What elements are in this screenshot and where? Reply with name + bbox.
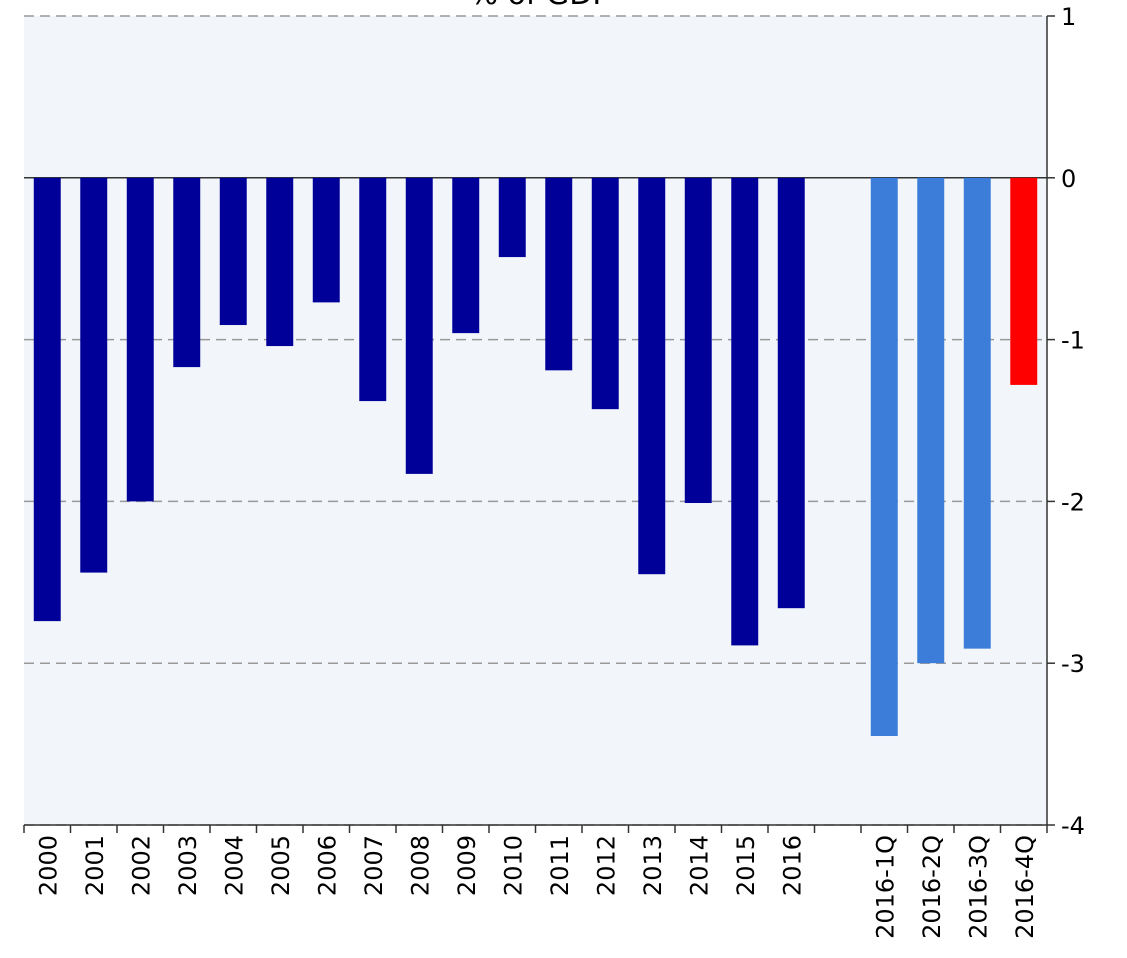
bar — [80, 177, 108, 573]
bar — [498, 177, 526, 258]
bar — [963, 177, 991, 649]
x-tick-label: 2001 — [81, 835, 109, 896]
x-tick-label: 2016 — [778, 835, 806, 896]
x-tick-label: 2012 — [592, 835, 620, 896]
x-tick-label: 2005 — [267, 835, 295, 896]
bar — [405, 177, 433, 474]
x-tick-label: 2016-3Q — [964, 835, 992, 939]
bar — [219, 177, 247, 326]
bar — [731, 177, 759, 646]
x-tick-label: 2008 — [406, 835, 434, 896]
x-tick-label: 2007 — [360, 835, 388, 896]
x-tick-label: 2016-1Q — [871, 835, 899, 939]
x-tick-label: 2006 — [313, 835, 341, 896]
bar — [33, 177, 61, 622]
x-tick-label: 2013 — [639, 835, 667, 896]
y-tick-label: 1 — [1061, 3, 1076, 31]
x-tick-label: 2004 — [220, 835, 248, 896]
x-tick-label: 2014 — [685, 835, 713, 896]
x-tick-label: 2003 — [174, 835, 202, 896]
bar — [638, 177, 666, 575]
bar — [452, 177, 480, 334]
bar — [545, 177, 573, 371]
y-tick-label: -4 — [1061, 812, 1085, 840]
bar — [870, 177, 898, 737]
bar — [591, 177, 619, 410]
x-tick-label: 2009 — [453, 835, 481, 896]
x-tick-label: 2000 — [34, 835, 62, 896]
x-tick-label: 2010 — [499, 835, 527, 896]
y-tick-label: -1 — [1061, 327, 1085, 355]
x-tick-label: 2016-2Q — [918, 835, 946, 939]
bar — [266, 177, 294, 347]
chart-title: % of GDP — [470, 0, 611, 12]
x-tick-label: 2011 — [546, 835, 574, 896]
y-tick-label: -3 — [1061, 650, 1085, 678]
x-tick-label: 2002 — [127, 835, 155, 896]
x-tick-label: 2015 — [732, 835, 760, 896]
bar — [312, 177, 340, 303]
bar — [173, 177, 201, 368]
bar — [684, 177, 712, 504]
bar — [1010, 177, 1038, 385]
bar — [777, 177, 805, 609]
x-tick-label: 2016-4Q — [1011, 835, 1039, 939]
bar — [917, 177, 945, 664]
y-tick-label: -2 — [1061, 488, 1085, 516]
bar — [359, 177, 387, 402]
bar — [126, 177, 154, 502]
y-tick-label: 0 — [1061, 165, 1076, 193]
